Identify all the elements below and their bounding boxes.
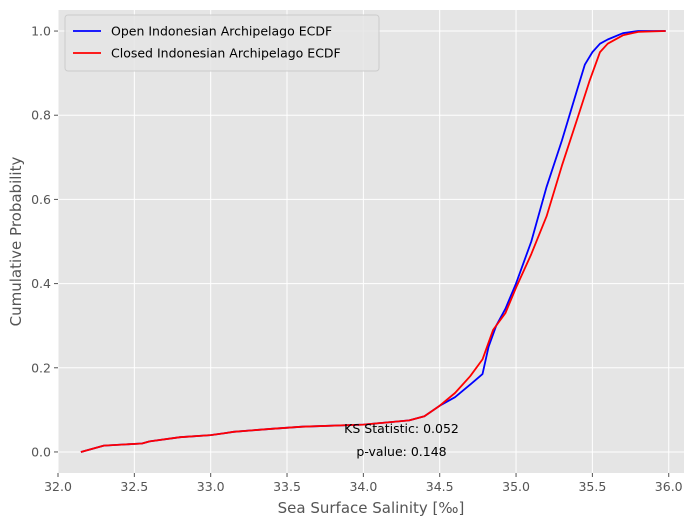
p-value-annotation: p-value: 0.148	[356, 444, 446, 459]
series-line-1	[80, 30, 666, 453]
legend-box	[64, 14, 380, 72]
series-lines	[80, 30, 666, 453]
x-tick-label: 33.0	[197, 479, 225, 494]
plot-background	[58, 10, 684, 473]
x-tick-label: 35.0	[502, 479, 530, 494]
x-tick-label: 33.5	[273, 479, 301, 494]
x-tick-label: 32.0	[44, 479, 72, 494]
x-tick-label: 34.0	[349, 479, 377, 494]
x-tick-label: 34.5	[426, 479, 454, 494]
legend-label-open: Open Indonesian Archipelago ECDF	[111, 24, 332, 39]
axis-ticks: 32.0 32.5 33.0 33.5 34.0 34.5 35.0 35.5 36.0 0.0 0…	[31, 24, 683, 494]
y-tick-label: 0.0	[31, 444, 51, 459]
y-tick-label: 0.2	[31, 360, 51, 375]
x-tick-label: 32.5	[120, 479, 148, 494]
y-tick-label: 0.8	[31, 108, 51, 123]
x-tick-label: 35.5	[578, 479, 606, 494]
x-axis-title: Sea Surface Salinity [‰]	[278, 499, 465, 517]
y-tick-label: 1.0	[31, 24, 51, 39]
y-tick-label: 0.4	[31, 276, 51, 291]
legend-label-closed: Closed Indonesian Archipelago ECDF	[111, 46, 341, 61]
y-axis-title: Cumulative Probability	[7, 157, 25, 327]
legend: Open Indonesian Archipelago ECDF Closed …	[64, 14, 380, 72]
x-tick-label: 36.0	[655, 479, 683, 494]
y-tick-label: 0.6	[31, 192, 51, 207]
ks-statistic-annotation: KS Statistic: 0.052	[344, 421, 459, 436]
